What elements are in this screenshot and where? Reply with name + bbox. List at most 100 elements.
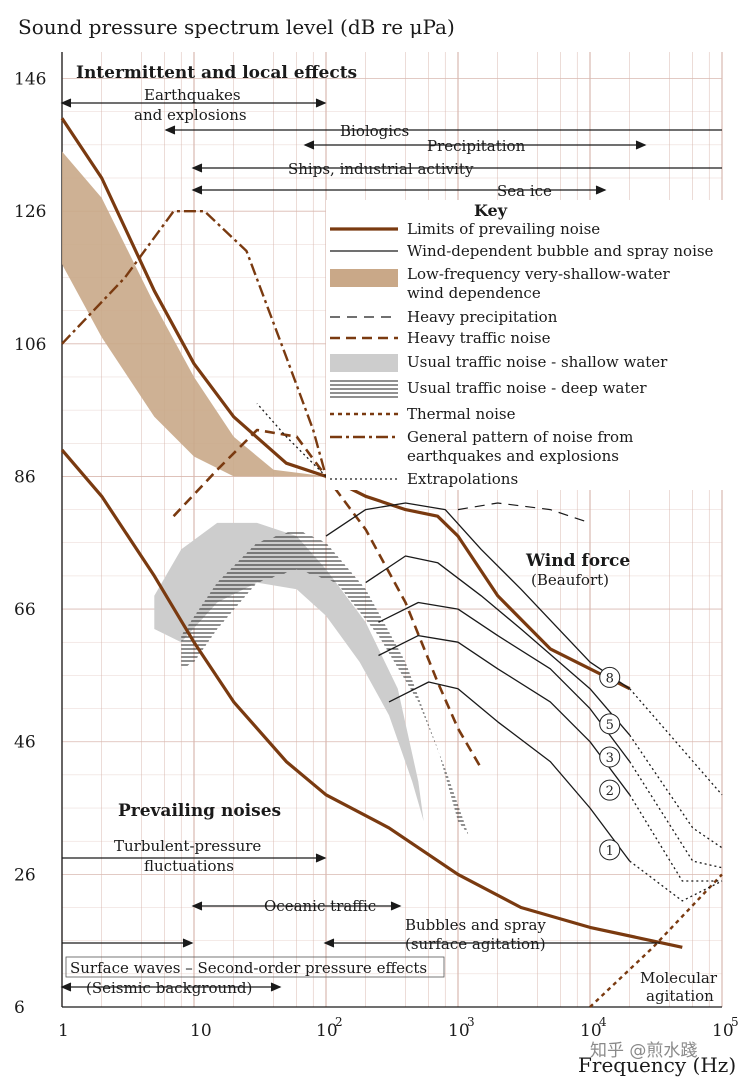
y-tick-label: 26 (14, 865, 36, 885)
seismic-arrow-head (60, 982, 72, 992)
key-label: Extrapolations (407, 470, 518, 488)
biologics-label: Biologics (340, 122, 409, 140)
molecular-label-2: agitation (646, 987, 714, 1005)
series-line (378, 634, 631, 796)
key-label: Usual traffic noise - deep water (407, 379, 647, 397)
wind-force-number: 5 (606, 718, 614, 733)
turbulent-label-2: fluctuations (144, 857, 234, 875)
series-line (589, 873, 723, 1008)
key-label: Heavy precipitation (407, 308, 558, 326)
series-line (60, 448, 683, 949)
extrapolation-line (629, 794, 722, 882)
extrapolation-line (629, 860, 723, 902)
oceanic-label: Oceanic traffic (264, 897, 376, 915)
wind-force-number: 8 (606, 671, 614, 686)
sea-ice-arrow-head (595, 185, 607, 195)
x-tick-labels: 1 10 102 103 104 105 (58, 1015, 739, 1041)
extrapolation-line (256, 403, 327, 477)
y-tick-label: 46 (14, 733, 36, 753)
x-tick-label: 1 (58, 1021, 69, 1041)
wind-force-circle (599, 666, 621, 688)
waves-label: Surface waves – Second-order pressure ef… (70, 959, 427, 977)
y-tick-label: 86 (14, 467, 36, 487)
bubbles-arrow-head (323, 938, 335, 948)
watermark: 知乎 @煎水踐 (590, 1041, 697, 1061)
bubbles-label: Bubbles and spray (405, 916, 546, 934)
y-tick-label: 146 (14, 70, 46, 90)
key-label: Limits of prevailing noise (407, 220, 600, 238)
extrapolation-line (629, 688, 723, 796)
intermittent-title: Intermittent and local effects (76, 63, 357, 83)
x-tick-label: 10 (190, 1021, 212, 1041)
deep-water-traffic-region (181, 529, 469, 835)
turbulent-label: Turbulent-pressure (114, 837, 261, 855)
key-label: Usual traffic noise - shallow water (407, 353, 668, 371)
series-line (61, 210, 328, 477)
precipitation-arrow-head (635, 140, 647, 150)
key-legend: Key Limits of prevailing noise Wind-depen… (326, 200, 724, 490)
sea-ice-arrow-head (191, 185, 203, 195)
wind-force-circle (599, 839, 621, 861)
chart-title: Sound pressure spectrum level (dB re μPa… (18, 15, 455, 39)
grid (61, 52, 723, 1008)
shallow-water-wind-band (62, 151, 326, 477)
x-tick-label: 10 (712, 1021, 734, 1041)
key-label: Heavy traffic noise (407, 329, 551, 347)
x-tick-exponent: 3 (467, 1015, 475, 1029)
sea-ice-label: Sea ice (497, 182, 552, 200)
oceanic-arrow-head (191, 901, 203, 911)
extrapolation-line (629, 734, 723, 849)
precipitation-arrow-head (303, 140, 315, 150)
series-line (457, 502, 591, 524)
turbulent-arrow-head (315, 853, 327, 863)
range-arrows (60, 98, 722, 992)
key-swatch (330, 354, 398, 372)
seismic-label: (Seismic background) (86, 979, 252, 997)
key-label: Wind-dependent bubble and spray noise (407, 242, 714, 260)
key-title: Key (474, 201, 508, 220)
earthquakes-arrow-head (315, 98, 327, 108)
waves-label-box (65, 956, 445, 978)
wind-force-title: Wind force (525, 551, 630, 571)
bubbles-label-2: (surface agitation) (405, 935, 546, 953)
wind-force-number: 2 (606, 784, 614, 799)
key-background (326, 200, 724, 490)
series-line (378, 601, 631, 762)
wind-force-circle (599, 746, 621, 768)
y-tick-labels: 6 26 46 66 86 106 126 146 (14, 70, 46, 1018)
oceanic-arrow-head (390, 901, 402, 911)
series-line (60, 117, 631, 691)
wind-force-subtitle: (Beaufort) (531, 571, 609, 589)
prevailing-title: Prevailing noises (118, 801, 281, 821)
y-tick-label: 106 (14, 335, 46, 355)
key-swatch (330, 269, 398, 287)
earthquakes-label: Earthquakes (144, 86, 241, 104)
precipitation-label: Precipitation (427, 137, 526, 155)
earthquakes-arrow-head (60, 98, 72, 108)
series-line (388, 681, 631, 862)
explosions-label: and explosions (134, 106, 247, 124)
wind-force-number: 1 (606, 844, 614, 859)
wind-force-number: 3 (606, 751, 614, 766)
y-tick-label: 126 (14, 202, 46, 222)
biologics-arrow-head (164, 125, 176, 135)
x-tick-label: 10 (316, 1021, 338, 1041)
seismic-arrow-head (270, 982, 282, 992)
key-swatch (330, 380, 398, 398)
y-tick-label: 66 (14, 600, 36, 620)
wind-force-circle (599, 779, 621, 801)
series-line (172, 428, 483, 769)
series-line (325, 502, 631, 690)
wind-force-circle (599, 713, 621, 735)
x-tick-exponent: 4 (599, 1015, 607, 1029)
wind-force-markers: 8 5 3 2 1 (599, 666, 621, 861)
x-axis-label: Frequency (Hz) (578, 1053, 736, 1077)
key-label-2: wind dependence (407, 284, 541, 302)
series-line (365, 555, 631, 736)
key-label: General pattern of noise from (407, 428, 633, 446)
series-lines (60, 117, 723, 1008)
ships-arrow-head (191, 163, 203, 173)
x-tick-label: 10 (448, 1021, 470, 1041)
molecular-label: Molecular (640, 969, 718, 987)
